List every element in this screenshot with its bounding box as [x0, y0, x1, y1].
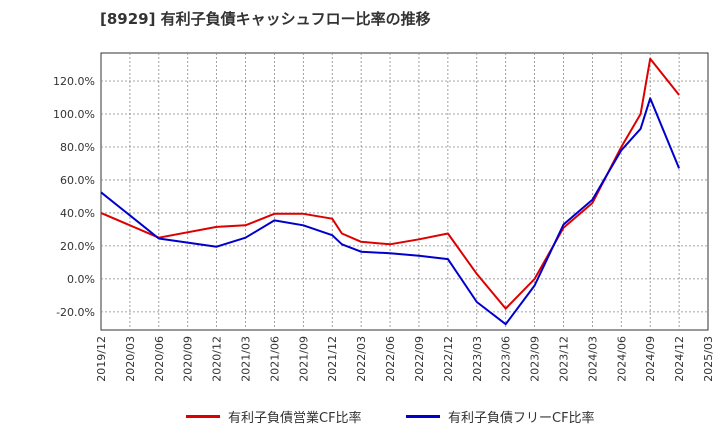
x-tick-label: 2024/12	[673, 336, 686, 382]
legend-swatch-free-cf	[406, 414, 440, 418]
x-tick-label: 2021/03	[240, 336, 253, 382]
grid-lines	[101, 53, 708, 330]
legend-item-free-cf: 有利子負債フリーCF比率	[406, 402, 595, 430]
x-tick-label: 2024/06	[615, 336, 628, 382]
x-tick-label: 2020/09	[182, 336, 195, 382]
x-tick-label: 2025/03	[702, 336, 715, 382]
x-tick-label: 2022/06	[384, 336, 397, 382]
legend-label-operating-cf: 有利子負債営業CF比率	[228, 410, 362, 426]
x-tick-label: 2020/12	[211, 336, 224, 382]
series-lines	[100, 57, 681, 326]
y-tick-label: 60.0%	[60, 174, 95, 187]
x-tick-label: 2023/06	[500, 336, 513, 382]
y-tick-label: 40.0%	[60, 207, 95, 220]
x-tick-label: 2023/12	[557, 336, 570, 382]
x-tick-label: 2020/06	[153, 336, 166, 382]
y-axis-ticks: -20.0% 0.0% 20.0% 40.0% 60.0% 80.0% 100.0% 120.…	[53, 75, 95, 319]
legend-label-free-cf: 有利子負債フリーCF比率	[448, 410, 595, 426]
y-tick-label: -20.0%	[56, 306, 95, 319]
y-tick-label: 100.0%	[53, 108, 95, 121]
chart-title: [8929] 有利子負債キャッシュフロー比率の推移	[100, 10, 431, 28]
legend-swatch-operating-cf	[186, 414, 220, 418]
y-tick-label: 0.0%	[67, 273, 95, 286]
x-tick-label: 2021/09	[297, 336, 310, 382]
x-tick-label: 2024/03	[586, 336, 599, 382]
x-tick-label: 2023/03	[471, 336, 484, 382]
plot-area	[100, 52, 709, 331]
x-tick-label: 2021/12	[326, 336, 339, 382]
x-tick-label: 2019/12	[95, 336, 108, 382]
x-axis-ticks: 2019/12 2020/03 2020/06 2020/09 2020/12 2021/…	[95, 336, 715, 382]
legend-item-operating-cf: 有利子負債営業CF比率	[186, 402, 362, 430]
series-line-free-cf	[100, 97, 681, 326]
x-tick-label: 2023/09	[529, 336, 542, 382]
y-tick-label: 120.0%	[53, 75, 95, 88]
x-tick-label: 2021/06	[268, 336, 281, 382]
x-tick-label: 2022/12	[442, 336, 455, 382]
y-tick-label: 80.0%	[60, 141, 95, 154]
x-tick-label: 2022/09	[413, 336, 426, 382]
y-tick-label: 20.0%	[60, 240, 95, 253]
legend: 有利子負債営業CF比率 有利子負債フリーCF比率	[0, 402, 720, 430]
x-tick-label: 2024/09	[644, 336, 657, 382]
x-tick-label: 2020/03	[124, 336, 137, 382]
x-tick-label: 2022/03	[355, 336, 368, 382]
